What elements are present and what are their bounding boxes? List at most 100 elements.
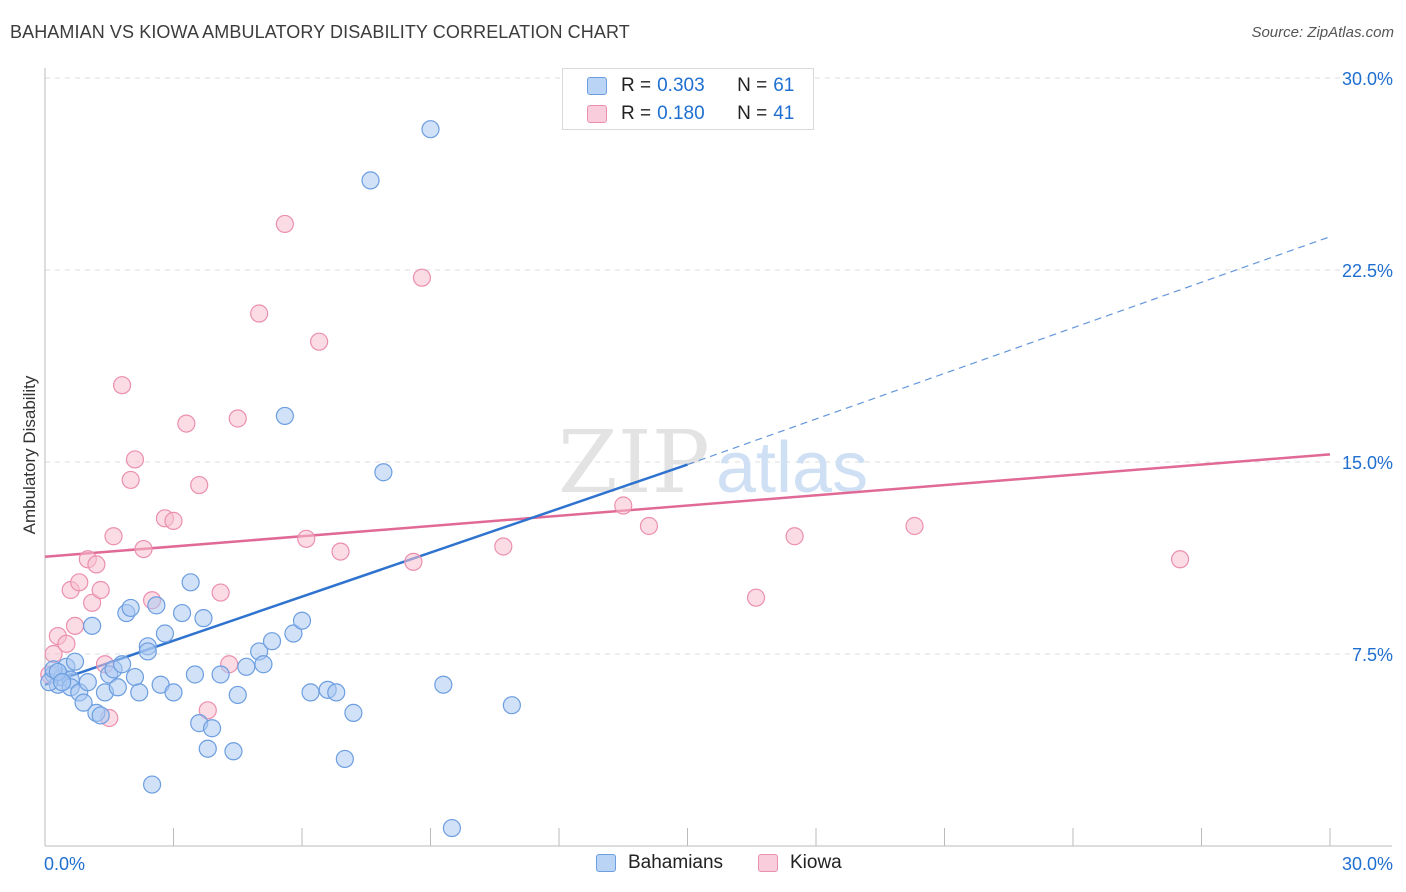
kiowa-point [177,414,196,433]
bahamians-point [194,609,213,628]
x-tick-label: 30.0% [1342,854,1393,874]
legend: R = 0.303 N = 61 R = 0.180 N = 41 [562,68,814,130]
tick-labels: 7.5% 15.0% 22.5% 30.0% 0.0% 30.0% [44,69,1393,874]
bahamians-point [185,665,205,684]
bottom-legend-bahamians: Bahamians [596,852,723,874]
bottom-legend-swatch-bahamians [596,854,616,872]
bahamians-point [108,678,127,697]
watermark-zip: ZIP [558,413,710,513]
bahamians-point [262,632,282,651]
legend-n-label: N = [737,75,768,96]
grid-lines [45,77,1392,655]
kiowa-point [331,542,350,561]
bahamians-point [91,706,110,725]
legend-swatch-bahamians [587,77,607,95]
watermark-atlas: atlas [716,428,868,508]
bahamians-point [292,611,312,630]
bahamians-point [112,655,132,674]
bahamians-point [181,573,200,592]
kiowa-point [125,450,145,469]
kiowa-point [65,616,85,635]
kiowa-point [275,214,294,234]
y-tick-label: 22.5% [1342,261,1393,281]
bahamians-point [202,719,222,738]
bahamians-point [335,749,354,769]
bottom-legend-kiowa: Kiowa [758,852,842,874]
y-tick-label: 30.0% [1342,69,1393,89]
kiowa-point [785,527,804,546]
bottom-legend-label-bahamians: Bahamians [628,852,724,873]
legend-swatch-kiowa [587,105,607,123]
kiowa-point [121,470,140,490]
kiowa-point [404,552,423,571]
kiowa-point [190,475,209,495]
kiowa-point [211,583,230,602]
kiowa-point [228,409,247,428]
bahamians-point [78,673,97,692]
watermark: ZIP atlas [558,413,868,513]
kiowa-point [91,580,110,600]
legend-r-label: R = [621,75,652,96]
legend-n-label: N = [737,103,768,124]
bahamians-point [65,652,85,671]
kiowa-point [412,268,432,287]
bahamians-point [121,598,140,618]
bahamians-point [237,657,256,676]
chart-title: BAHAMIAN VS KIOWA AMBULATORY DISABILITY … [10,22,630,42]
kiowa-point [134,539,153,559]
bottom-legend: Bahamians Kiowa [0,852,1406,878]
bahamians-point [198,739,217,758]
kiowa-point [250,304,269,323]
bahamians-point [327,683,346,702]
x-tick-label: 0.0% [44,854,85,874]
bahamians-point [361,171,380,190]
bahamians-point [301,683,320,702]
axes [44,68,1392,847]
bahamians-point [228,685,247,705]
bahamians-point [53,673,72,692]
bahamians-point [344,703,363,722]
bahamians-point [421,120,440,139]
bottom-legend-label-kiowa: Kiowa [790,852,842,873]
bahamians-point [172,603,192,623]
kiowa-point [83,593,102,612]
kiowa-point [310,332,329,351]
kiowa-point [905,516,924,536]
kiowa-point [494,537,513,556]
legend-n-value: 41 [773,103,795,124]
bahamians-point [164,683,183,702]
legend-r-label: R = [621,103,652,124]
bahamians-point [374,463,393,482]
bahamians-point [434,675,453,694]
bahamians-point [142,775,162,794]
kiowa-point [198,701,217,720]
bahamians-point [155,624,175,643]
bahamians-point [147,596,166,615]
legend-row-kiowa: R = 0.180 N = 41 [587,100,794,128]
legend-r-value: 0.303 [657,75,705,96]
legend-row-bahamians: R = 0.303 N = 61 [587,72,794,100]
legend-n-value: 61 [773,75,795,96]
bahamians-point [130,683,149,702]
bottom-legend-swatch-kiowa [758,854,778,872]
bahamians-point [138,642,157,661]
y-axis-label: Ambulatory Disability [20,375,39,534]
kiowa-point [70,573,89,592]
kiowa-point [614,496,633,515]
kiowa-point [639,516,659,536]
bahamians-point [211,665,230,684]
kiowa-point [57,634,76,653]
kiowa-trend-line [44,453,1331,558]
y-tick-label: 15.0% [1342,453,1393,473]
kiowa-point [104,527,123,546]
bahamians-point [224,742,243,761]
kiowa-point [87,555,106,574]
kiowa-point [1170,550,1190,569]
bahamians-point [502,696,521,715]
bahamians-point [83,616,102,635]
bahamians-point [74,693,93,712]
kiowa-point [746,588,766,607]
bahamians-point [254,655,273,674]
y-tick-label: 7.5% [1352,645,1393,665]
